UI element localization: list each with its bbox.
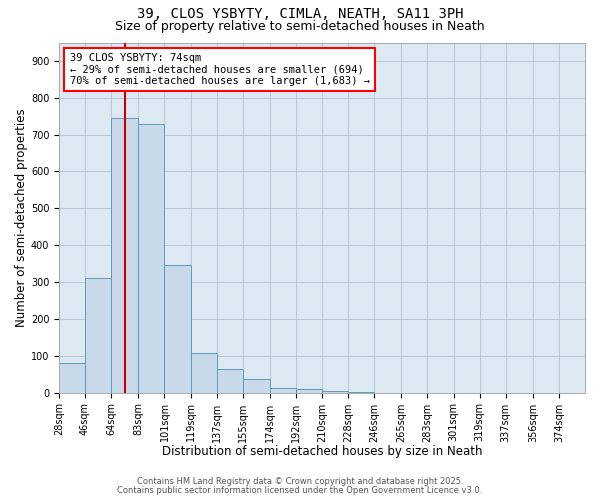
- Bar: [322, 391, 348, 392]
- Y-axis label: Number of semi-detached properties: Number of semi-detached properties: [15, 108, 28, 327]
- Bar: [217, 368, 242, 392]
- Bar: [296, 389, 322, 392]
- Bar: [59, 363, 85, 392]
- Bar: [242, 378, 270, 392]
- Text: 39, CLOS YSBYTY, CIMLA, NEATH, SA11 3PH: 39, CLOS YSBYTY, CIMLA, NEATH, SA11 3PH: [137, 8, 463, 22]
- Text: Contains HM Land Registry data © Crown copyright and database right 2025.: Contains HM Land Registry data © Crown c…: [137, 477, 463, 486]
- Bar: [191, 353, 217, 393]
- Bar: [164, 266, 191, 392]
- Bar: [85, 278, 111, 392]
- X-axis label: Distribution of semi-detached houses by size in Neath: Distribution of semi-detached houses by …: [162, 444, 482, 458]
- Bar: [111, 118, 139, 392]
- Text: Size of property relative to semi-detached houses in Neath: Size of property relative to semi-detach…: [115, 20, 485, 33]
- Bar: [270, 388, 296, 392]
- Text: 39 CLOS YSBYTY: 74sqm
← 29% of semi-detached houses are smaller (694)
70% of sem: 39 CLOS YSBYTY: 74sqm ← 29% of semi-deta…: [70, 53, 370, 86]
- Text: Contains public sector information licensed under the Open Government Licence v3: Contains public sector information licen…: [118, 486, 482, 495]
- Bar: [139, 124, 164, 392]
